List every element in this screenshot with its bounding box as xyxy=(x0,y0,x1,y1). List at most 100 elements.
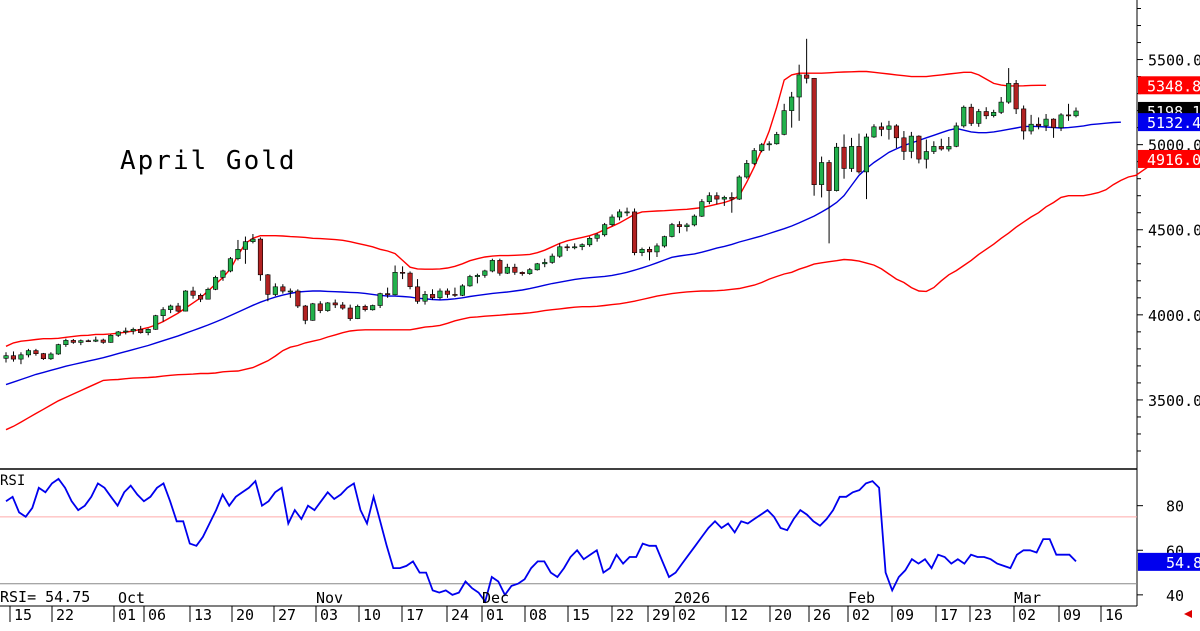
candle-body xyxy=(325,302,331,311)
candle-body xyxy=(774,134,780,145)
date-tick-label: 17 xyxy=(940,606,958,624)
candle xyxy=(280,284,286,294)
candle xyxy=(444,288,451,298)
candle-body xyxy=(961,106,967,127)
candle xyxy=(175,302,181,313)
candle xyxy=(205,287,211,300)
candle xyxy=(706,192,712,205)
candle xyxy=(18,352,24,365)
date-tick-label: 23 xyxy=(974,606,992,624)
candle-body xyxy=(579,244,585,247)
candle xyxy=(804,38,810,84)
date-tick-label: 02 xyxy=(852,606,870,624)
candle-body xyxy=(976,111,982,124)
candle-body xyxy=(826,162,832,191)
candle-body xyxy=(355,305,361,319)
date-tick-label: 03 xyxy=(320,606,338,624)
candle-body xyxy=(399,271,406,274)
rsi-line xyxy=(5,477,1077,604)
candle xyxy=(362,304,368,312)
candle xyxy=(340,302,346,310)
candle-body xyxy=(452,294,458,296)
candle xyxy=(572,243,578,250)
lower-band-value-box xyxy=(1138,149,1200,168)
candle xyxy=(1051,118,1057,138)
candle xyxy=(946,136,952,152)
candle xyxy=(497,258,503,276)
candle xyxy=(542,258,548,268)
candle xyxy=(991,109,997,118)
date-tick-label: 15 xyxy=(14,606,32,624)
candle xyxy=(961,105,967,128)
candle xyxy=(459,284,466,297)
price-tick-label: 3500.0 xyxy=(1148,392,1200,410)
candle xyxy=(654,243,660,257)
candle xyxy=(527,268,533,275)
candle xyxy=(646,246,653,261)
month-label: 2026 xyxy=(674,589,710,607)
candle-body xyxy=(63,340,69,345)
candle-body xyxy=(93,339,99,342)
candle-body xyxy=(639,249,645,254)
candle-body xyxy=(100,339,106,343)
candle xyxy=(609,214,615,227)
date-tick-label: 17 xyxy=(406,606,424,624)
candle-body xyxy=(998,101,1004,113)
candle-body xyxy=(302,305,308,321)
candle-body xyxy=(781,110,787,135)
candle xyxy=(998,97,1004,115)
candle xyxy=(437,288,443,300)
candle-body xyxy=(916,135,922,160)
candle-body xyxy=(85,340,91,343)
candle-body xyxy=(691,215,697,226)
candle-body xyxy=(310,303,316,321)
candle xyxy=(422,291,428,305)
candle xyxy=(1036,117,1042,130)
candle-body xyxy=(287,290,293,293)
candle-body xyxy=(48,353,54,360)
candlesticks xyxy=(3,38,1079,365)
candle-body xyxy=(661,236,668,247)
candle xyxy=(242,236,248,264)
candle xyxy=(587,236,593,247)
candle xyxy=(699,199,705,217)
candle-body xyxy=(70,340,76,343)
candle-body xyxy=(789,96,795,111)
candle-body xyxy=(467,276,473,287)
bollinger-lower-line xyxy=(5,158,1196,431)
candle xyxy=(616,209,623,221)
candle-body xyxy=(414,286,421,302)
candle-body xyxy=(1066,114,1072,117)
candle-body xyxy=(1006,83,1012,103)
candle-body xyxy=(594,234,600,239)
candle xyxy=(63,338,69,347)
candle-body xyxy=(841,146,847,169)
price-tick-label: 4000.0 xyxy=(1148,307,1200,325)
candle-body xyxy=(153,315,159,330)
candle xyxy=(908,131,914,159)
rsi-tick-label: 40 xyxy=(1166,587,1184,605)
date-tick-label: 22 xyxy=(616,606,634,624)
candle xyxy=(70,339,76,344)
candle-body xyxy=(18,354,24,360)
candle xyxy=(564,244,570,252)
candle-body xyxy=(235,249,241,260)
candle xyxy=(1006,68,1012,104)
candle-body xyxy=(886,125,892,130)
month-label: Oct xyxy=(118,589,145,607)
candle xyxy=(744,159,750,179)
candle xyxy=(796,64,802,121)
candle xyxy=(631,208,638,256)
candle xyxy=(811,77,817,196)
candle xyxy=(467,274,473,287)
candle xyxy=(923,139,929,169)
candle-body xyxy=(871,126,877,138)
month-label: Nov xyxy=(316,589,343,607)
candle-body xyxy=(968,106,974,124)
candle xyxy=(534,262,540,271)
candle-body xyxy=(878,126,885,130)
candle-body xyxy=(631,211,638,253)
candle xyxy=(751,148,757,166)
